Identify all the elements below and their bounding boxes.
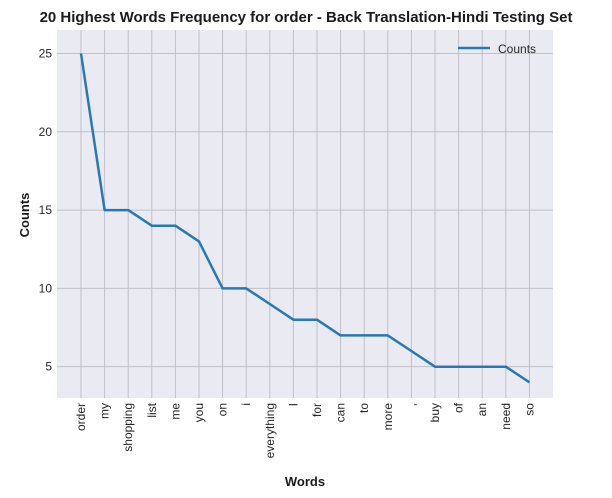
y-tick-label: 25 [39,46,53,60]
x-tick-label: , [404,403,418,406]
series-line-counts [79,53,531,384]
x-tick-label: to [357,403,371,413]
x-tick-label: more [381,403,395,431]
x-tick-label: my [98,403,112,419]
x-tick-label: i [239,403,253,406]
x-tick-label: you [192,403,206,422]
x-tick-label: order [74,403,88,431]
x-axis-label: Words [285,474,325,489]
x-tick-label: of [452,402,466,413]
x-tick-label: on [216,403,230,416]
x-tick-label: can [334,403,348,422]
y-tick-label: 10 [39,281,53,295]
y-tick-label: 20 [39,125,53,139]
y-tick-label: 5 [45,360,52,374]
x-tick-label: for [310,403,324,417]
y-tick-label: 15 [39,203,53,217]
x-tick-label: everything [263,403,277,458]
x-tick-label: so [522,403,536,416]
x-tick-label: list [145,402,159,417]
x-tick-label: an [475,403,489,416]
legend: Counts [458,42,536,56]
plot-area [57,30,553,398]
series-layer [79,53,531,384]
y-axis-label: Counts [17,193,32,238]
y-tick-labels: 5 10 15 20 25 [39,46,53,373]
x-tick-label: need [499,403,513,430]
grid-lines [57,30,553,398]
x-tick-label: shopping [121,403,135,452]
chart-title: 20 Highest Words Frequency for order - B… [40,9,573,26]
x-tick-label: buy [428,403,442,422]
x-tick-label: me [168,403,182,420]
legend-label: Counts [498,42,536,56]
x-tick-label: I [286,403,300,406]
